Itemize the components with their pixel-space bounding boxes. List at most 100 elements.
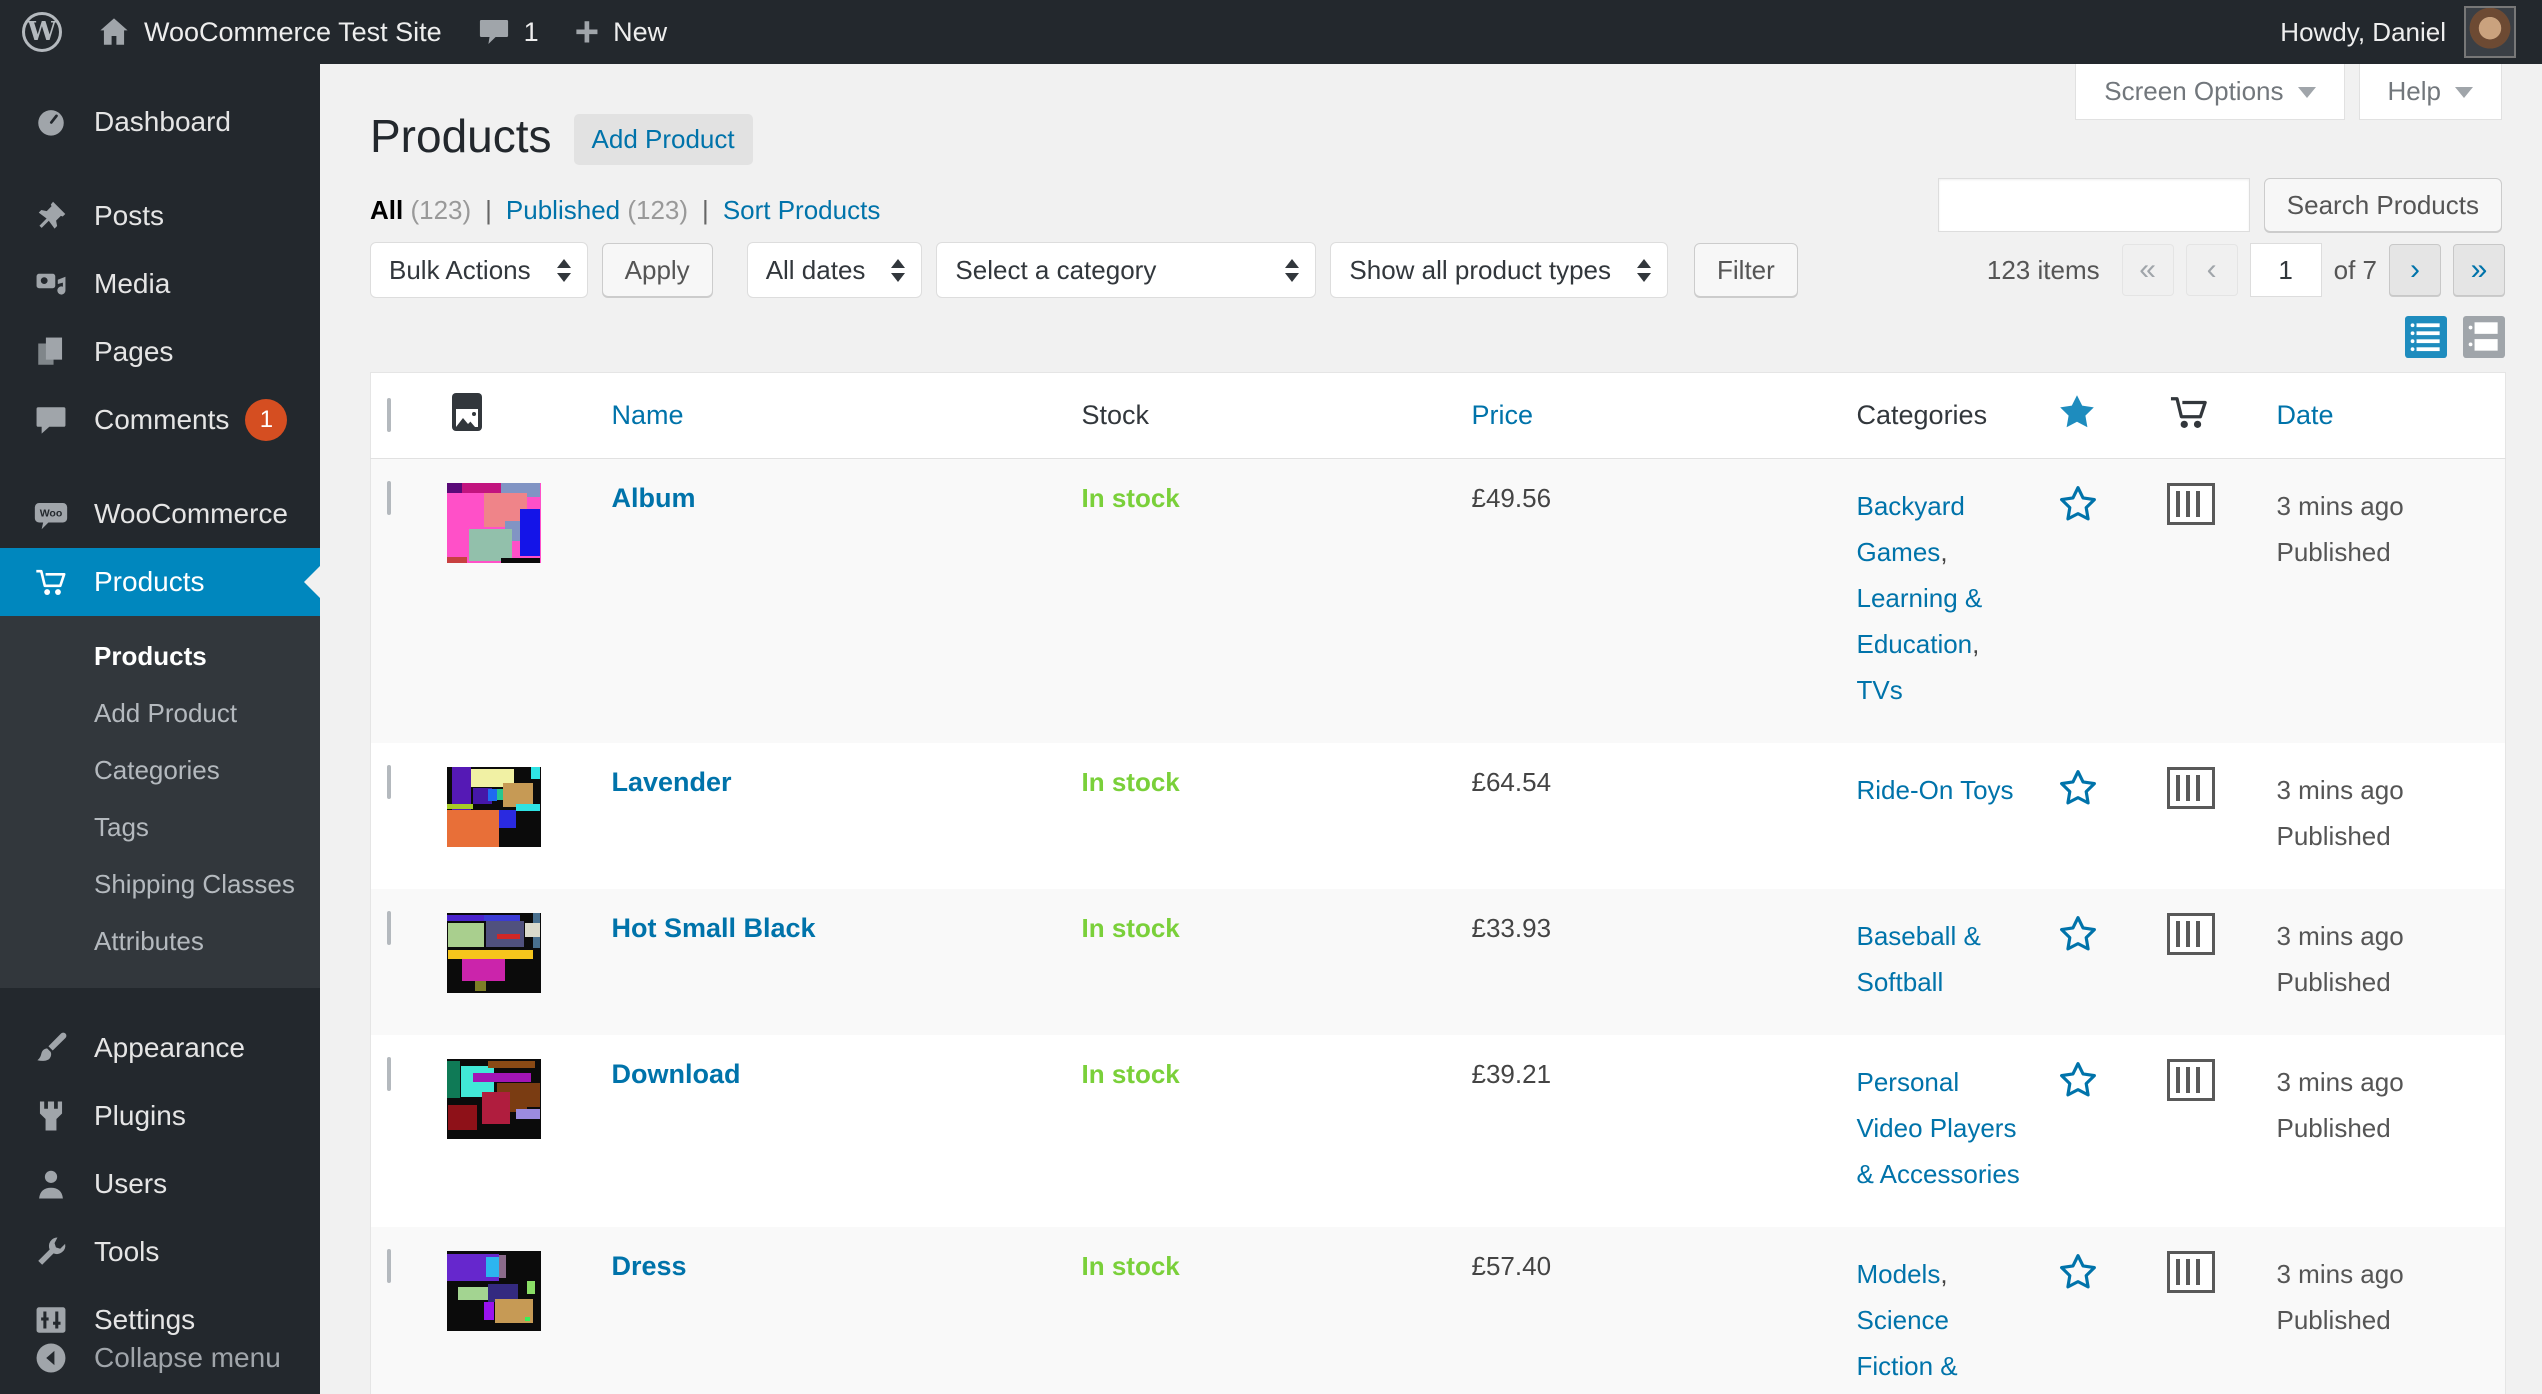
sidebar-item-settings[interactable]: Settings	[0, 1286, 320, 1354]
sidebar-item-tools[interactable]: Tools	[0, 1218, 320, 1286]
submenu-item-shipping-classes[interactable]: Shipping Classes	[94, 869, 295, 899]
list-view-icon[interactable]	[2405, 316, 2447, 358]
last-page-button[interactable]: »	[2453, 244, 2505, 296]
featured-star-icon[interactable]	[2057, 1059, 2099, 1101]
users-icon	[28, 1167, 74, 1201]
column-header-price[interactable]: Price	[1455, 372, 1841, 459]
wordpress-menu[interactable]: W	[22, 12, 62, 52]
featured-star-icon[interactable]	[2057, 767, 2099, 809]
row-checkbox[interactable]	[387, 1057, 391, 1091]
wordpress-logo-icon: W	[22, 12, 62, 52]
column-header-stock: Stock	[1065, 372, 1456, 459]
select-all-checkbox[interactable]	[387, 398, 391, 432]
media-icon	[28, 267, 74, 301]
post-status: Published	[2276, 1305, 2391, 1335]
sidebar-item-users[interactable]: Users	[0, 1150, 320, 1218]
row-checkbox[interactable]	[387, 911, 391, 945]
featured-star-icon[interactable]	[2057, 913, 2099, 955]
first-page-button: «	[2121, 244, 2174, 296]
product-name-link[interactable]: Album	[611, 483, 696, 513]
sidebar-item-plugins[interactable]: Plugins	[0, 1082, 320, 1150]
next-page-button[interactable]: ›	[2389, 244, 2441, 296]
dates-select[interactable]: All dates	[746, 242, 923, 298]
menu-separator	[0, 156, 320, 182]
barcode-icon	[2166, 1251, 2215, 1293]
product-type-column-cart-icon	[2167, 393, 2211, 431]
row-checkbox[interactable]	[387, 481, 391, 515]
apply-button[interactable]: Apply	[601, 243, 713, 297]
posts-icon	[28, 199, 74, 233]
search-products-button[interactable]: Search Products	[2263, 178, 2502, 232]
page-title: Products	[370, 109, 552, 162]
product-categories: Personal Video Players & Accessories	[1857, 1059, 2025, 1197]
select-arrows-icon	[556, 252, 571, 289]
product-price: £49.56	[1471, 483, 1552, 513]
category-link[interactable]: Personal Video Players & Accessories	[1856, 1067, 2020, 1189]
stock-status: In stock	[1081, 767, 1180, 797]
submenu-item-categories[interactable]: Categories	[94, 755, 220, 785]
category-link[interactable]: Ride-On Toys	[1856, 775, 2014, 805]
submenu-item-add-product[interactable]: Add Product	[94, 698, 238, 728]
sidebar-item-products[interactable]: Products	[0, 548, 320, 616]
current-page-input[interactable]	[2249, 243, 2322, 297]
table-row: Download In stock £39.21 Personal Video …	[371, 1035, 2506, 1227]
product-thumbnail	[446, 1059, 541, 1139]
sidebar-item-appearance[interactable]: Appearance	[0, 1014, 320, 1082]
howdy-account-menu[interactable]: Howdy, Daniel	[2280, 16, 2446, 47]
row-checkbox[interactable]	[387, 765, 391, 799]
product-categories: Ride-On Toys	[1857, 767, 2025, 813]
submenu-item-attributes[interactable]: Attributes	[94, 926, 204, 956]
screen-options-tab[interactable]: Screen Options	[2075, 64, 2345, 120]
category-link[interactable]: TVs	[1856, 675, 1903, 705]
view-link-all[interactable]: All (123)	[370, 195, 472, 225]
view-separator: |	[702, 195, 709, 225]
category-link[interactable]: Models	[1856, 1259, 1941, 1289]
barcode-icon	[2166, 1059, 2215, 1101]
table-row: Hot Small Black In stock £33.93 Baseball…	[370, 889, 2506, 1035]
chevron-down-icon	[2297, 86, 2316, 107]
product-name-link[interactable]: Download	[611, 1059, 741, 1089]
bulk-actions-select[interactable]: Bulk Actions	[370, 242, 588, 298]
filter-button[interactable]: Filter	[1694, 243, 1798, 297]
product-name-link[interactable]: Hot Small Black	[611, 913, 816, 943]
add-product-button[interactable]: Add Product	[573, 114, 753, 165]
category-link[interactable]: Science Fiction & Fantasy Figures	[1856, 1305, 1958, 1381]
sidebar-item-woocommerce[interactable]: Woo WooCommerce	[0, 480, 320, 548]
barcode-icon	[2166, 913, 2215, 955]
view-link-sort-products[interactable]: Sort Products	[722, 195, 881, 225]
category-link[interactable]: Baseball & Softball	[1856, 921, 1981, 997]
submenu-item-products[interactable]: Products	[94, 641, 207, 671]
featured-star-icon[interactable]	[2057, 1251, 2099, 1293]
search-input[interactable]	[1937, 178, 2250, 232]
comments-shortcut[interactable]: 1	[478, 16, 539, 48]
sidebar-item-posts[interactable]: Posts	[0, 182, 320, 250]
product-name-link[interactable]: Lavender	[611, 767, 732, 797]
new-content-menu[interactable]: + New	[575, 11, 668, 53]
category-select[interactable]: Select a category	[936, 242, 1317, 298]
excerpt-view-icon[interactable]	[2463, 316, 2505, 358]
view-link-published[interactable]: Published (123)	[505, 195, 689, 225]
site-menu[interactable]: WooCommerce Test Site	[98, 16, 442, 48]
sidebar-item-comments[interactable]: Comments 1	[0, 386, 320, 454]
submenu-item-tags[interactable]: Tags	[94, 812, 149, 842]
category-link[interactable]: Backyard Games	[1856, 491, 1965, 567]
home-icon	[98, 16, 130, 48]
product-name-link[interactable]: Dress	[611, 1251, 687, 1281]
stock-status: In stock	[1081, 483, 1180, 513]
column-header-date[interactable]: Date	[2260, 372, 2506, 459]
avatar[interactable]	[2464, 6, 2516, 58]
column-header-name[interactable]: Name	[595, 372, 1066, 459]
admin-sidebar: Dashboard Posts Media Pages Comments 1 W…	[0, 64, 320, 1394]
product-type-select[interactable]: Show all product types	[1330, 242, 1669, 298]
sidebar-item-dashboard[interactable]: Dashboard	[0, 88, 320, 156]
sidebar-item-pages[interactable]: Pages	[0, 318, 320, 386]
collapse-menu-button[interactable]: Collapse menu	[0, 1328, 320, 1388]
product-thumbnail	[446, 913, 541, 993]
help-tab[interactable]: Help	[2358, 64, 2502, 120]
category-link[interactable]: Learning & Education	[1856, 583, 1983, 659]
featured-star-icon[interactable]	[2057, 483, 2099, 525]
date-relative: 3 mins ago	[2276, 775, 2404, 805]
row-checkbox[interactable]	[387, 1249, 391, 1283]
table-row: Album In stock £49.56 Backyard Games, Le…	[370, 458, 2506, 743]
sidebar-item-media[interactable]: Media	[0, 250, 320, 318]
